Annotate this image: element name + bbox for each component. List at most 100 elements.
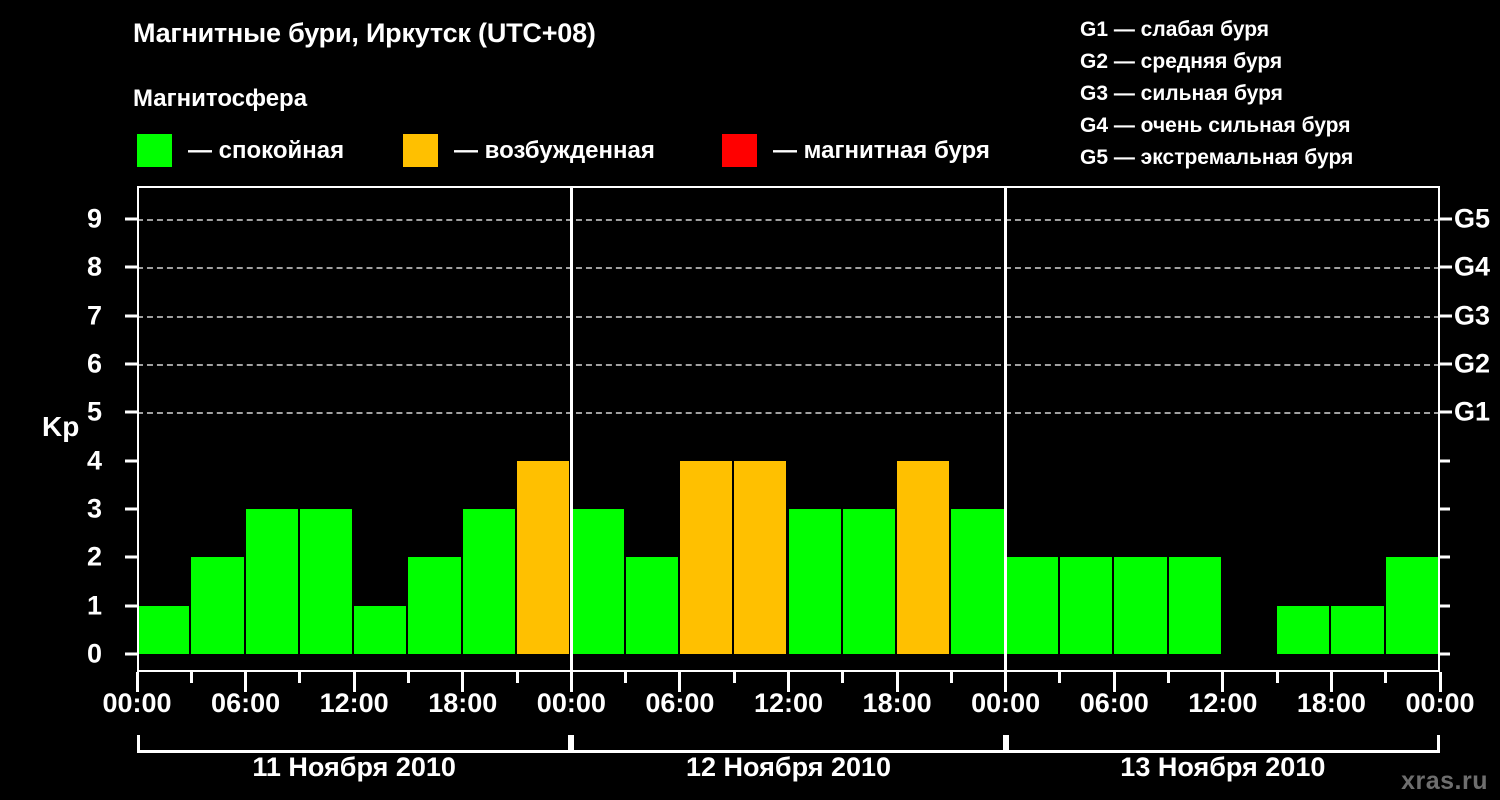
x-tick-major xyxy=(1112,672,1116,692)
x-tick-major xyxy=(1438,672,1442,692)
bar xyxy=(245,509,298,654)
day-separator-2 xyxy=(1004,186,1008,672)
bar xyxy=(842,509,896,654)
bar xyxy=(354,605,407,654)
y-tick-mark xyxy=(125,314,137,318)
x-tick-major xyxy=(787,672,790,692)
y-tick-label-3: 3 xyxy=(86,493,102,524)
gridline-kp-8 xyxy=(137,267,1440,270)
y-tick-label-0: 0 xyxy=(86,638,102,669)
y-tick-mark xyxy=(125,459,137,463)
bar xyxy=(1331,605,1384,654)
g-tick-mark xyxy=(1440,362,1452,366)
x-tick-label: 00:00 xyxy=(1405,688,1475,718)
bar xyxy=(788,509,841,654)
y-axis-title: Kp xyxy=(42,411,80,442)
bar xyxy=(1005,557,1058,654)
legend-swatch-storm-icon xyxy=(722,134,757,167)
bar xyxy=(1114,557,1167,654)
x-tick-minor xyxy=(1384,672,1388,683)
g-scale-description: — сильная буря xyxy=(1108,82,1283,105)
g-scale-code: G1 xyxy=(1080,18,1109,41)
y-tick-mark xyxy=(125,604,137,608)
bar xyxy=(734,460,787,654)
x-tick-label: 00:00 xyxy=(536,688,606,718)
bar xyxy=(1385,557,1438,654)
g-axis-label-g2: G2 xyxy=(1454,348,1491,379)
gridline-kp-7 xyxy=(137,315,1440,318)
g-scale-code: G2 xyxy=(1080,50,1109,73)
gridline-kp-6 xyxy=(137,364,1440,366)
x-tick-major xyxy=(678,672,682,692)
y-tick-label-5: 5 xyxy=(86,396,102,427)
g-axis-minor-tick xyxy=(1440,555,1450,559)
gridline-kp-5 xyxy=(137,412,1440,415)
bar xyxy=(191,557,244,654)
g-scale-code: G5 xyxy=(1080,146,1109,169)
g-tick-mark xyxy=(1440,314,1452,318)
y-tick-mark xyxy=(125,217,137,221)
day-bracket xyxy=(571,735,1006,753)
x-tick-label: 12:00 xyxy=(1188,688,1258,718)
g-scale-code: G4 xyxy=(1080,114,1109,137)
day-label: 13 Ноября 2010 xyxy=(1120,752,1326,782)
legend-swatch-unsettled-icon xyxy=(403,134,438,167)
x-tick-label: 12:00 xyxy=(753,688,824,718)
magnetosphere-legend-item-unsettled: — возбужденная xyxy=(403,134,655,167)
x-tick-minor xyxy=(298,672,302,683)
g-axis-label-g3: G3 xyxy=(1454,300,1491,331)
y-tick-mark xyxy=(125,652,137,656)
g-axis-minor-tick xyxy=(1440,652,1450,656)
x-tick-minor xyxy=(515,672,519,683)
x-tick-minor xyxy=(189,672,193,683)
bar xyxy=(897,460,950,654)
x-tick-minor xyxy=(949,672,953,683)
x-tick-major xyxy=(1004,672,1008,692)
g-scale-legend-row-g5: G5 — экстремальная буря xyxy=(1080,142,1353,174)
g-scale-description: — средняя буря xyxy=(1108,50,1283,73)
y-tick-mark xyxy=(125,507,137,511)
y-tick-label-6: 6 xyxy=(86,348,102,379)
g-tick-mark xyxy=(1440,410,1452,414)
x-tick-minor xyxy=(1275,672,1279,683)
legend-label: — магнитная буря xyxy=(773,136,990,164)
y-tick-mark xyxy=(125,265,137,269)
magnetosphere-legend-item-calm: — спокойная xyxy=(137,134,344,167)
g-axis-minor-tick xyxy=(1440,507,1450,511)
bar xyxy=(408,557,461,654)
legend-label: — спокойная xyxy=(188,136,345,164)
bar xyxy=(1277,605,1330,654)
plot-area xyxy=(137,186,1440,672)
gridline-kp-9 xyxy=(137,219,1440,221)
g-axis-minor-tick xyxy=(1440,604,1450,608)
x-tick-major xyxy=(135,672,139,692)
bar xyxy=(1059,557,1113,654)
y-tick-mark xyxy=(125,410,137,414)
bar xyxy=(517,460,570,654)
g-scale-legend-row-g4: G4 — очень сильная буря xyxy=(1080,110,1353,142)
bar xyxy=(679,460,733,654)
day-bracket xyxy=(137,735,572,753)
x-tick-major xyxy=(1329,672,1333,692)
x-tick-label: 12:00 xyxy=(319,688,389,718)
x-tick-minor xyxy=(732,672,736,683)
g-axis-label-g4: G4 xyxy=(1454,251,1491,282)
g-scale-description: — экстремальная буря xyxy=(1108,146,1354,169)
bar xyxy=(951,509,1004,654)
g-scale-description: — слабая буря xyxy=(1108,18,1270,41)
g-scale-legend: G1 — слабая буря G2 — средняя буря G3 — си… xyxy=(1080,14,1353,174)
g-scale-legend-row-g2: G2 — средняя буря xyxy=(1080,46,1353,78)
y-tick-label-9: 9 xyxy=(86,203,102,234)
x-tick-label: 18:00 xyxy=(862,688,932,718)
x-tick-major xyxy=(569,672,573,692)
x-tick-label: 06:00 xyxy=(645,688,715,718)
bar xyxy=(1168,557,1221,654)
g-scale-legend-row-g3: G3 — сильная буря xyxy=(1080,78,1353,110)
g-axis-label-g1: G1 xyxy=(1454,396,1491,427)
magnetosphere-legend-item-storm: — магнитная буря xyxy=(722,134,990,167)
bar xyxy=(571,509,624,654)
legend-swatch-calm-icon xyxy=(137,134,172,167)
x-tick-major xyxy=(895,672,899,692)
g-tick-mark xyxy=(1440,265,1452,269)
